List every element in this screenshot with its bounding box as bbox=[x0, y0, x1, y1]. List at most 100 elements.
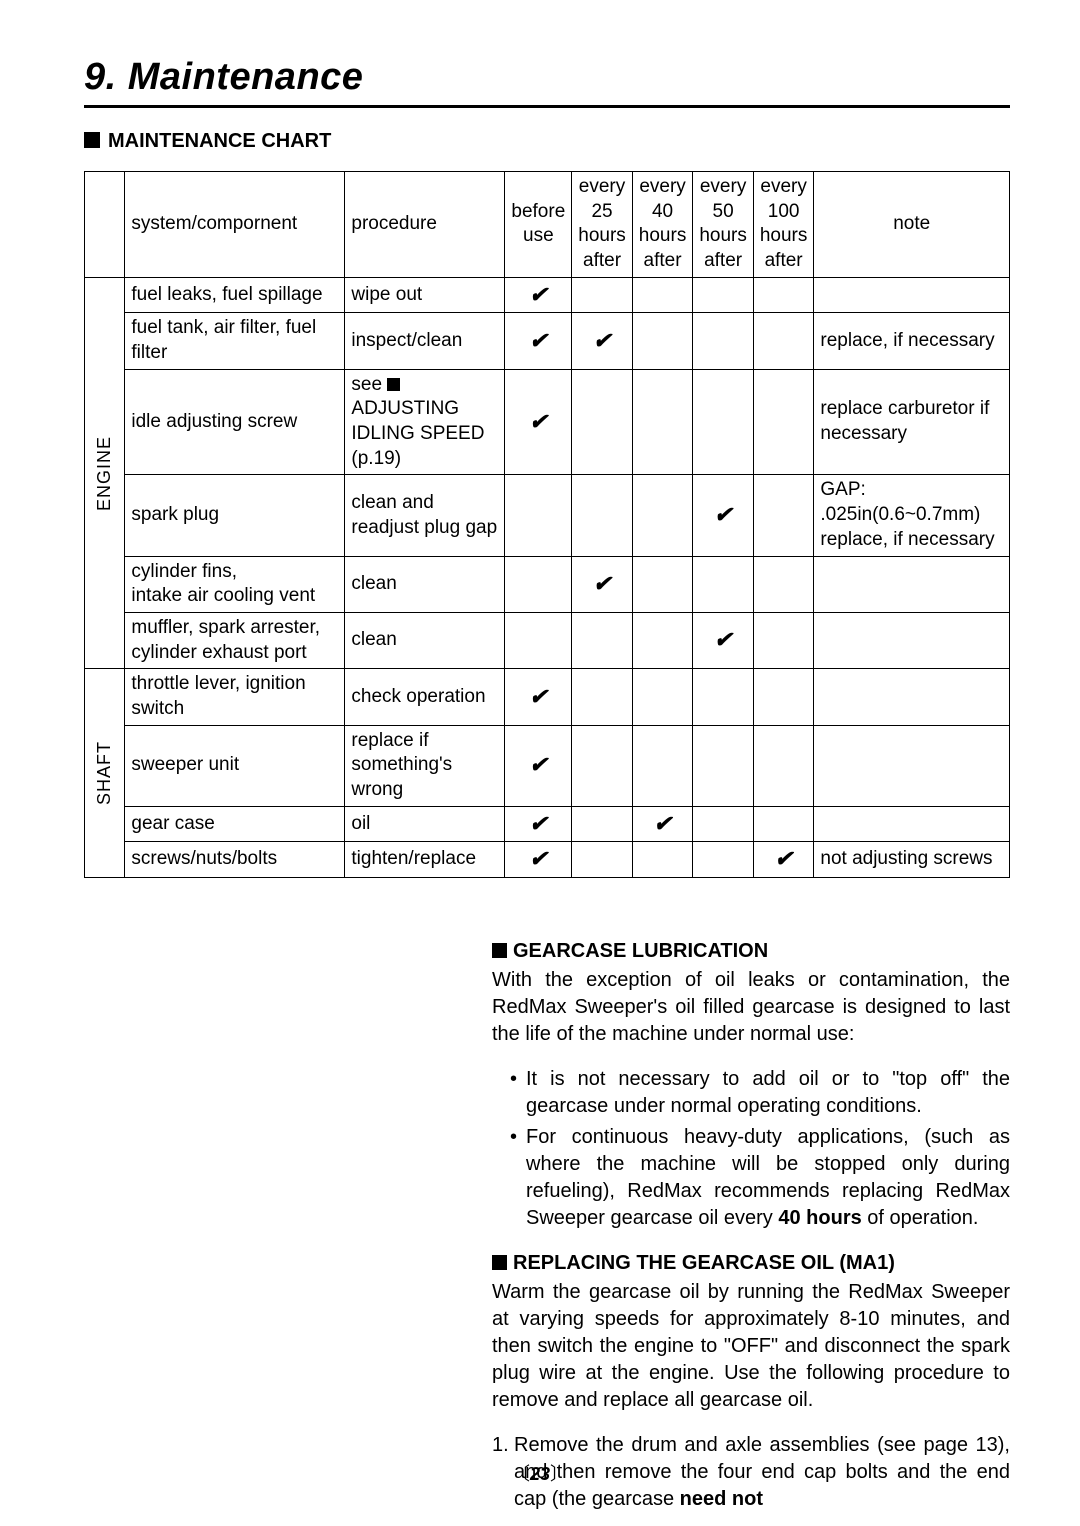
cell-before bbox=[505, 556, 572, 612]
table-row: ENGINE fuel leaks, fuel spillage wipe ou… bbox=[85, 277, 1010, 313]
cell-before: ✔ bbox=[505, 725, 572, 806]
cell-100 bbox=[753, 369, 814, 475]
list-item: It is not necessary to add oil or to "to… bbox=[510, 1066, 1010, 1120]
cell-25 bbox=[572, 725, 633, 806]
page-number: 〔23〕 bbox=[0, 1460, 1080, 1486]
cell-system: gear case bbox=[125, 806, 345, 842]
cell-50: ✔ bbox=[693, 612, 754, 668]
cell-note: GAP: .025in(0.6~0.7mm) replace, if neces… bbox=[814, 475, 1010, 556]
cell-procedure: check operation bbox=[345, 669, 505, 725]
th-system: system/compornent bbox=[125, 172, 345, 278]
section-title: MAINTENANCE CHART bbox=[108, 130, 331, 152]
th-note: note bbox=[814, 172, 1010, 278]
th-before: beforeuse bbox=[505, 172, 572, 278]
cell-100 bbox=[753, 277, 814, 313]
cell-note bbox=[814, 725, 1010, 806]
cell-100 bbox=[753, 725, 814, 806]
square-bullet-icon bbox=[492, 943, 507, 958]
cell-25 bbox=[572, 369, 633, 475]
section-maintenance-chart: MAINTENANCE CHART bbox=[84, 130, 1010, 153]
maintenance-table: system/compornent procedure beforeuse ev… bbox=[84, 171, 1010, 878]
cell-25: ✔ bbox=[572, 313, 633, 369]
cell-note bbox=[814, 806, 1010, 842]
cell-procedure: replace if something's wrong bbox=[345, 725, 505, 806]
cell-100 bbox=[753, 475, 814, 556]
cell-100: ✔ bbox=[753, 842, 814, 878]
chapter-title: 9. Maintenance bbox=[84, 56, 1010, 108]
cell-system: screws/nuts/bolts bbox=[125, 842, 345, 878]
cell-before: ✔ bbox=[505, 369, 572, 475]
table-row: sweeper unit replace if something's wron… bbox=[85, 725, 1010, 806]
cell-40 bbox=[632, 475, 693, 556]
cell-before: ✔ bbox=[505, 806, 572, 842]
cell-50 bbox=[693, 842, 754, 878]
cell-25 bbox=[572, 842, 633, 878]
square-bullet-icon bbox=[492, 1255, 507, 1270]
cell-40 bbox=[632, 669, 693, 725]
cell-40 bbox=[632, 725, 693, 806]
th-procedure: procedure bbox=[345, 172, 505, 278]
cell-system: cylinder fins,intake air cooling vent bbox=[125, 556, 345, 612]
th-40: every40hoursafter bbox=[632, 172, 693, 278]
cell-40 bbox=[632, 556, 693, 612]
section-replacing-gearcase-oil: REPLACING THE GEARCASE OIL (MA1) bbox=[492, 1250, 1010, 1277]
cell-40 bbox=[632, 313, 693, 369]
cell-before: ✔ bbox=[505, 669, 572, 725]
section-gearcase-lubrication: GEARCASE LUBRICATION bbox=[492, 938, 1010, 965]
cell-25 bbox=[572, 806, 633, 842]
cell-system: fuel leaks, fuel spillage bbox=[125, 277, 345, 313]
cell-system: fuel tank, air filter, fuel filter bbox=[125, 313, 345, 369]
table-row: spark plug clean and readjust plug gap ✔… bbox=[85, 475, 1010, 556]
cell-25 bbox=[572, 475, 633, 556]
cell-procedure: inspect/clean bbox=[345, 313, 505, 369]
cell-100 bbox=[753, 669, 814, 725]
cell-system: throttle lever, ignition switch bbox=[125, 669, 345, 725]
cell-note: replace carburetor if necessary bbox=[814, 369, 1010, 475]
cell-50 bbox=[693, 556, 754, 612]
cell-note bbox=[814, 669, 1010, 725]
cell-procedure: tighten/replace bbox=[345, 842, 505, 878]
th-25: every25hoursafter bbox=[572, 172, 633, 278]
cell-procedure: wipe out bbox=[345, 277, 505, 313]
cell-procedure: clean and readjust plug gap bbox=[345, 475, 505, 556]
cell-procedure: clean bbox=[345, 556, 505, 612]
square-bullet-icon bbox=[84, 132, 100, 148]
cell-system: idle adjusting screw bbox=[125, 369, 345, 475]
cell-40: ✔ bbox=[632, 806, 693, 842]
cell-100 bbox=[753, 806, 814, 842]
table-row: SHAFT throttle lever, ignition switch ch… bbox=[85, 669, 1010, 725]
cell-note bbox=[814, 612, 1010, 668]
paragraph: Warm the gearcase oil by running the Red… bbox=[492, 1279, 1010, 1414]
cell-note bbox=[814, 277, 1010, 313]
cell-40 bbox=[632, 612, 693, 668]
cell-50: ✔ bbox=[693, 475, 754, 556]
cell-before bbox=[505, 612, 572, 668]
paragraph: With the exception of oil leaks or conta… bbox=[492, 967, 1010, 1048]
cell-procedure: see ADJUSTING IDLING SPEED (p.19) bbox=[345, 369, 505, 475]
cell-note: not adjusting screws bbox=[814, 842, 1010, 878]
list-item: For continuous heavy-duty applications, … bbox=[510, 1124, 1010, 1232]
section-title: GEARCASE LUBRICATION bbox=[513, 940, 768, 962]
table-row: idle adjusting screw see ADJUSTING IDLIN… bbox=[85, 369, 1010, 475]
cell-100 bbox=[753, 313, 814, 369]
cell-50 bbox=[693, 369, 754, 475]
section-title: REPLACING THE GEARCASE OIL (MA1) bbox=[513, 1252, 895, 1274]
cell-note: replace, if necessary bbox=[814, 313, 1010, 369]
cell-before: ✔ bbox=[505, 313, 572, 369]
th-50: every50hoursafter bbox=[693, 172, 754, 278]
cell-before bbox=[505, 475, 572, 556]
table-row: gear case oil ✔ ✔ bbox=[85, 806, 1010, 842]
cell-50 bbox=[693, 806, 754, 842]
cell-25 bbox=[572, 612, 633, 668]
cell-25: ✔ bbox=[572, 556, 633, 612]
cell-before: ✔ bbox=[505, 277, 572, 313]
table-row: cylinder fins,intake air cooling vent cl… bbox=[85, 556, 1010, 612]
cell-25 bbox=[572, 277, 633, 313]
cell-50 bbox=[693, 669, 754, 725]
cell-procedure: clean bbox=[345, 612, 505, 668]
cell-40 bbox=[632, 277, 693, 313]
cell-25 bbox=[572, 669, 633, 725]
th-100: every100hoursafter bbox=[753, 172, 814, 278]
cell-system: muffler, spark arrester, cylinder exhaus… bbox=[125, 612, 345, 668]
bullet-list: It is not necessary to add oil or to "to… bbox=[492, 1066, 1010, 1232]
